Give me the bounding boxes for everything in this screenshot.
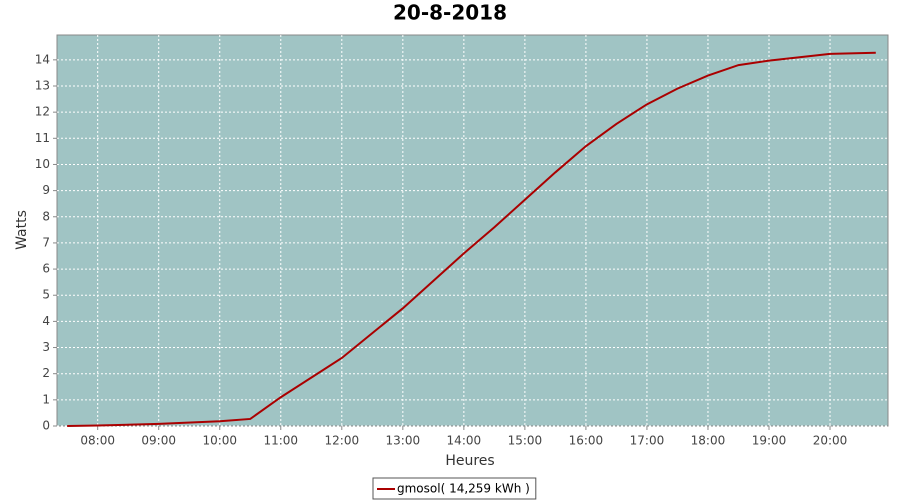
x-tick-label: 20:00 <box>813 434 848 448</box>
x-tick-label: 08:00 <box>80 434 115 448</box>
x-axis-label: Heures <box>445 453 494 469</box>
chart-title: 20-8-2018 <box>393 1 507 25</box>
y-tick-label: 9 <box>42 183 50 197</box>
x-tick-label: 12:00 <box>325 434 360 448</box>
legend: gmosol( 14,259 kWh ) <box>372 477 537 500</box>
y-tick-label: 10 <box>35 157 50 171</box>
x-tick-label: 13:00 <box>386 434 421 448</box>
y-tick-label: 14 <box>35 52 50 66</box>
y-axis-label: Watts <box>14 210 30 250</box>
x-tick-label: 15:00 <box>508 434 543 448</box>
x-tick-label: 09:00 <box>141 434 176 448</box>
legend-box <box>372 477 537 500</box>
x-tick-label: 11:00 <box>263 434 298 448</box>
data-line <box>67 51 876 427</box>
y-tick-label: 12 <box>35 105 50 119</box>
x-tick-label: 18:00 <box>691 434 726 448</box>
y-tick-label: 6 <box>42 262 50 276</box>
y-tick-label: 11 <box>35 131 50 145</box>
y-tick-label: 1 <box>42 392 50 406</box>
legend-label: gmosol( 14,259 kWh ) <box>397 482 530 496</box>
y-tick-label: 13 <box>35 79 50 93</box>
y-tick-label: 8 <box>42 209 50 223</box>
plot-area <box>56 34 889 427</box>
y-tick-label: 4 <box>42 314 50 328</box>
y-tick-label: 2 <box>42 366 50 380</box>
x-tick-label: 17:00 <box>630 434 665 448</box>
x-tick-label: 16:00 <box>569 434 604 448</box>
x-tick-label: 19:00 <box>752 434 787 448</box>
y-tick-label: 5 <box>42 288 50 302</box>
y-tick-label: 0 <box>42 419 50 433</box>
y-tick-label: 7 <box>42 235 50 249</box>
x-tick-label: 10:00 <box>202 434 237 448</box>
y-tick-label: 3 <box>42 340 50 354</box>
x-tick-label: 14:00 <box>447 434 482 448</box>
